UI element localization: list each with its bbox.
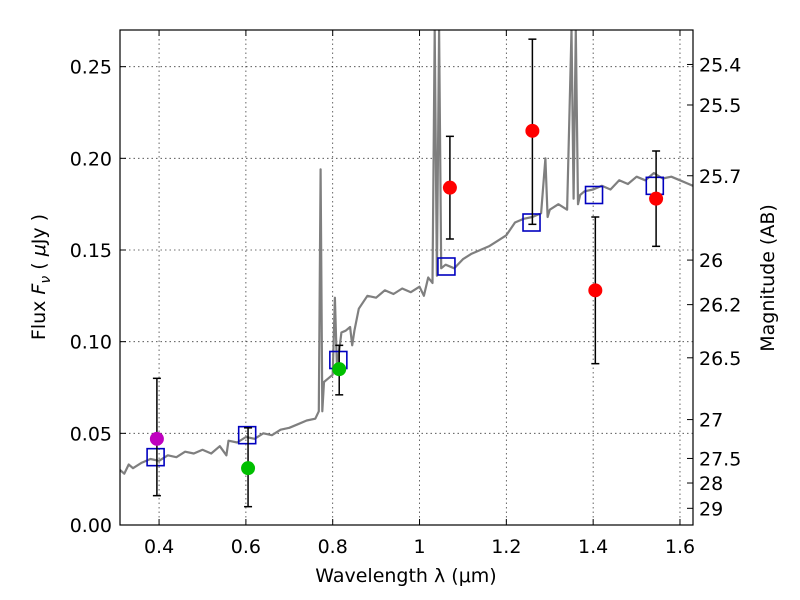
- plot-frame: [119, 29, 694, 526]
- x-tick-label: 0.4: [144, 536, 174, 558]
- y-axis-title-mu: μ: [28, 244, 50, 257]
- x-tick-label: 1.2: [491, 536, 521, 558]
- magnitude-tick-label: 28: [699, 473, 723, 495]
- marker-layer: [146, 38, 665, 508]
- magnitude-axis-title: Magnitude (AB): [757, 204, 779, 352]
- y-axis-title-prefix: Flux: [28, 295, 50, 341]
- tick-layer: 0.4 0.6 0.8 1 1.2 1.4 1.6 0.00 0.05 0.10 0.15 0.20 0…: [70, 30, 741, 558]
- y-tick-label: 0.25: [70, 57, 112, 79]
- observed-data-point: [588, 283, 603, 298]
- plot-area: [120, 30, 693, 525]
- y-axis-title-symbol: F: [28, 283, 50, 295]
- observed-data-point: [442, 180, 457, 195]
- x-axis-title: Wavelength λ (μm): [315, 565, 496, 587]
- x-tick-label: 1.6: [665, 536, 695, 558]
- x-tick-label: 1.4: [578, 536, 608, 558]
- model-photometry-square: [146, 447, 165, 467]
- x-tick-label: 1: [413, 536, 425, 558]
- y-tick-label: 0.15: [70, 240, 112, 262]
- grid-lines: [120, 30, 693, 526]
- model-photometry-square: [437, 257, 456, 276]
- model-photometry-square: [522, 213, 541, 232]
- magnitude-tick-label: 25.7: [699, 166, 741, 188]
- magnitude-tick-label: 26.2: [699, 295, 741, 317]
- magnitude-tick-label: 27.5: [699, 448, 741, 470]
- observed-data-point: [525, 123, 540, 138]
- magnitude-tick-label: 25.5: [699, 95, 741, 117]
- magnitude-tick-label: 26: [699, 250, 723, 272]
- y-axis-title-subscript: ν: [38, 276, 54, 284]
- magnitude-tick-label: 25.4: [699, 54, 741, 76]
- observed-data-point: [649, 191, 664, 206]
- y-axis-title-unit: Jy ): [28, 214, 50, 245]
- magnitude-tick-label: 29: [699, 498, 723, 520]
- observed-data-point: [332, 362, 347, 377]
- magnitude-tick-label: 26.5: [699, 348, 741, 370]
- observed-data-point: [149, 431, 164, 446]
- y-tick-label: 0.05: [70, 423, 112, 445]
- data-layer: [120, 30, 693, 475]
- observed-data-point: [241, 461, 256, 476]
- x-tick-label: 0.6: [231, 536, 261, 558]
- y-axis-title-open: (: [28, 256, 50, 276]
- y-tick-label: 0.20: [70, 148, 112, 170]
- model-spectrum-line: [120, 30, 693, 475]
- y-axis-title: Flux Fν ( μJy ): [28, 214, 54, 340]
- x-tick-label: 0.8: [318, 536, 348, 558]
- magnitude-tick-label: 27: [699, 410, 723, 432]
- model-photometry-square: [584, 185, 604, 205]
- model-photometry-square: [237, 425, 257, 445]
- y-tick-label: 0.10: [70, 332, 112, 354]
- y-tick-label: 0.00: [70, 515, 112, 537]
